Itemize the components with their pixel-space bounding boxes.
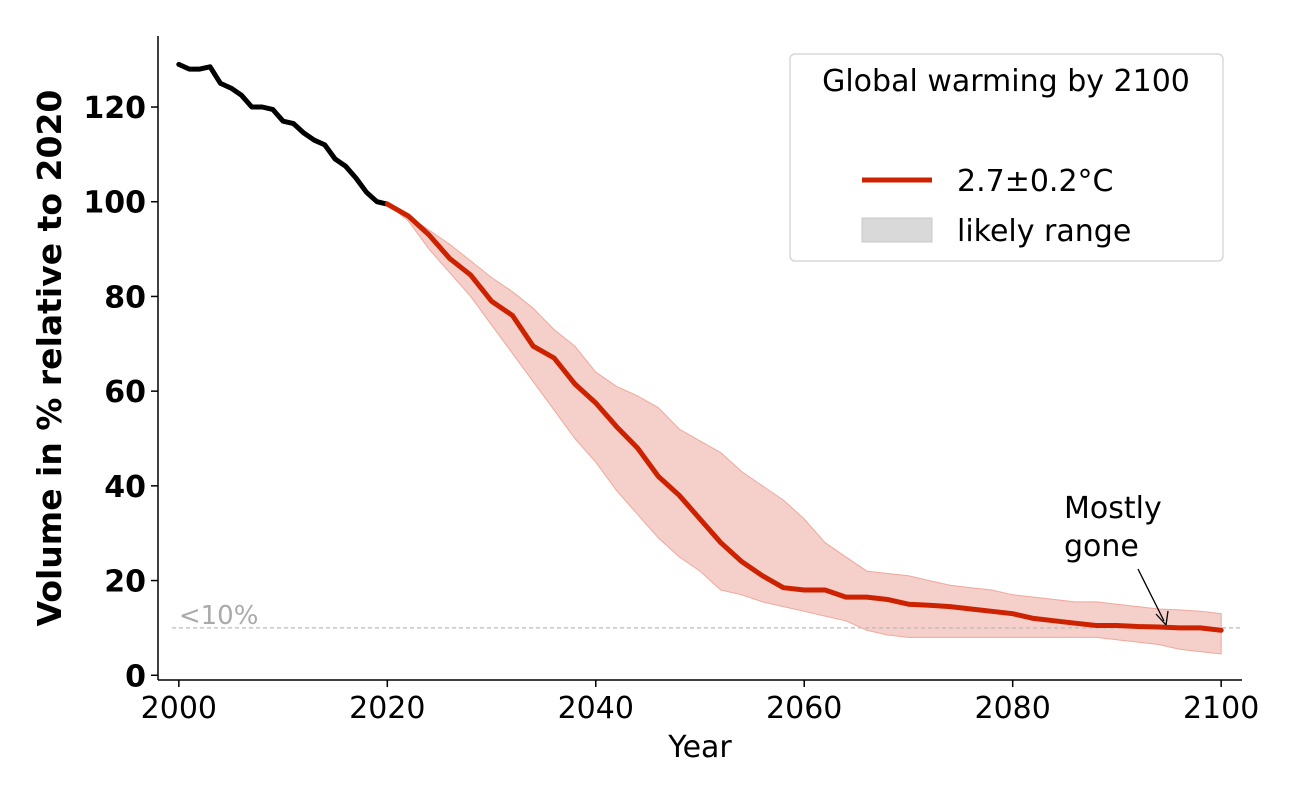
x-tick-label: 2100 [1183, 691, 1259, 726]
y-tick-label: 0 [125, 659, 146, 694]
x-tick-label: 2060 [766, 691, 842, 726]
annotation-arrowhead [1155, 610, 1169, 626]
annotation-line-1: Mostly [1064, 491, 1162, 526]
annotation-arrow [1137, 568, 1165, 622]
annotation-line-2: gone [1064, 529, 1139, 564]
y-tick-label: 80 [104, 280, 146, 315]
likely-range-band [386, 203, 1222, 655]
legend: Global warming by 2100 2.7±0.2°C likely … [789, 53, 1224, 262]
x-axis-label: Year [667, 730, 732, 765]
x-tick-label: 2040 [558, 691, 634, 726]
historical-line [176, 61, 390, 207]
threshold-label: <10% [179, 601, 259, 631]
y-tick-label: 20 [104, 565, 146, 600]
y-tick-label: 120 [83, 91, 146, 126]
y-tick-label: 60 [104, 375, 146, 410]
y-tick-label: 100 [83, 186, 146, 221]
annotation-mostly-gone: Mostly gone [1064, 491, 1169, 626]
x-tick-label: 2000 [141, 691, 217, 726]
legend-entry-projection: 2.7±0.2°C [957, 164, 1114, 199]
plot-area: <10% [172, 61, 1242, 655]
y-tick-label: 40 [104, 470, 146, 505]
y-axis-label: Volume in % relative to 2020 [30, 90, 69, 627]
legend-frame [789, 53, 1224, 262]
legend-swatch-patch [861, 217, 933, 243]
x-tick-label: 2080 [975, 691, 1051, 726]
legend-entry-likely-range: likely range [957, 214, 1131, 249]
legend-title: Global warming by 2100 [822, 64, 1190, 99]
x-tick-label: 2020 [349, 691, 425, 726]
